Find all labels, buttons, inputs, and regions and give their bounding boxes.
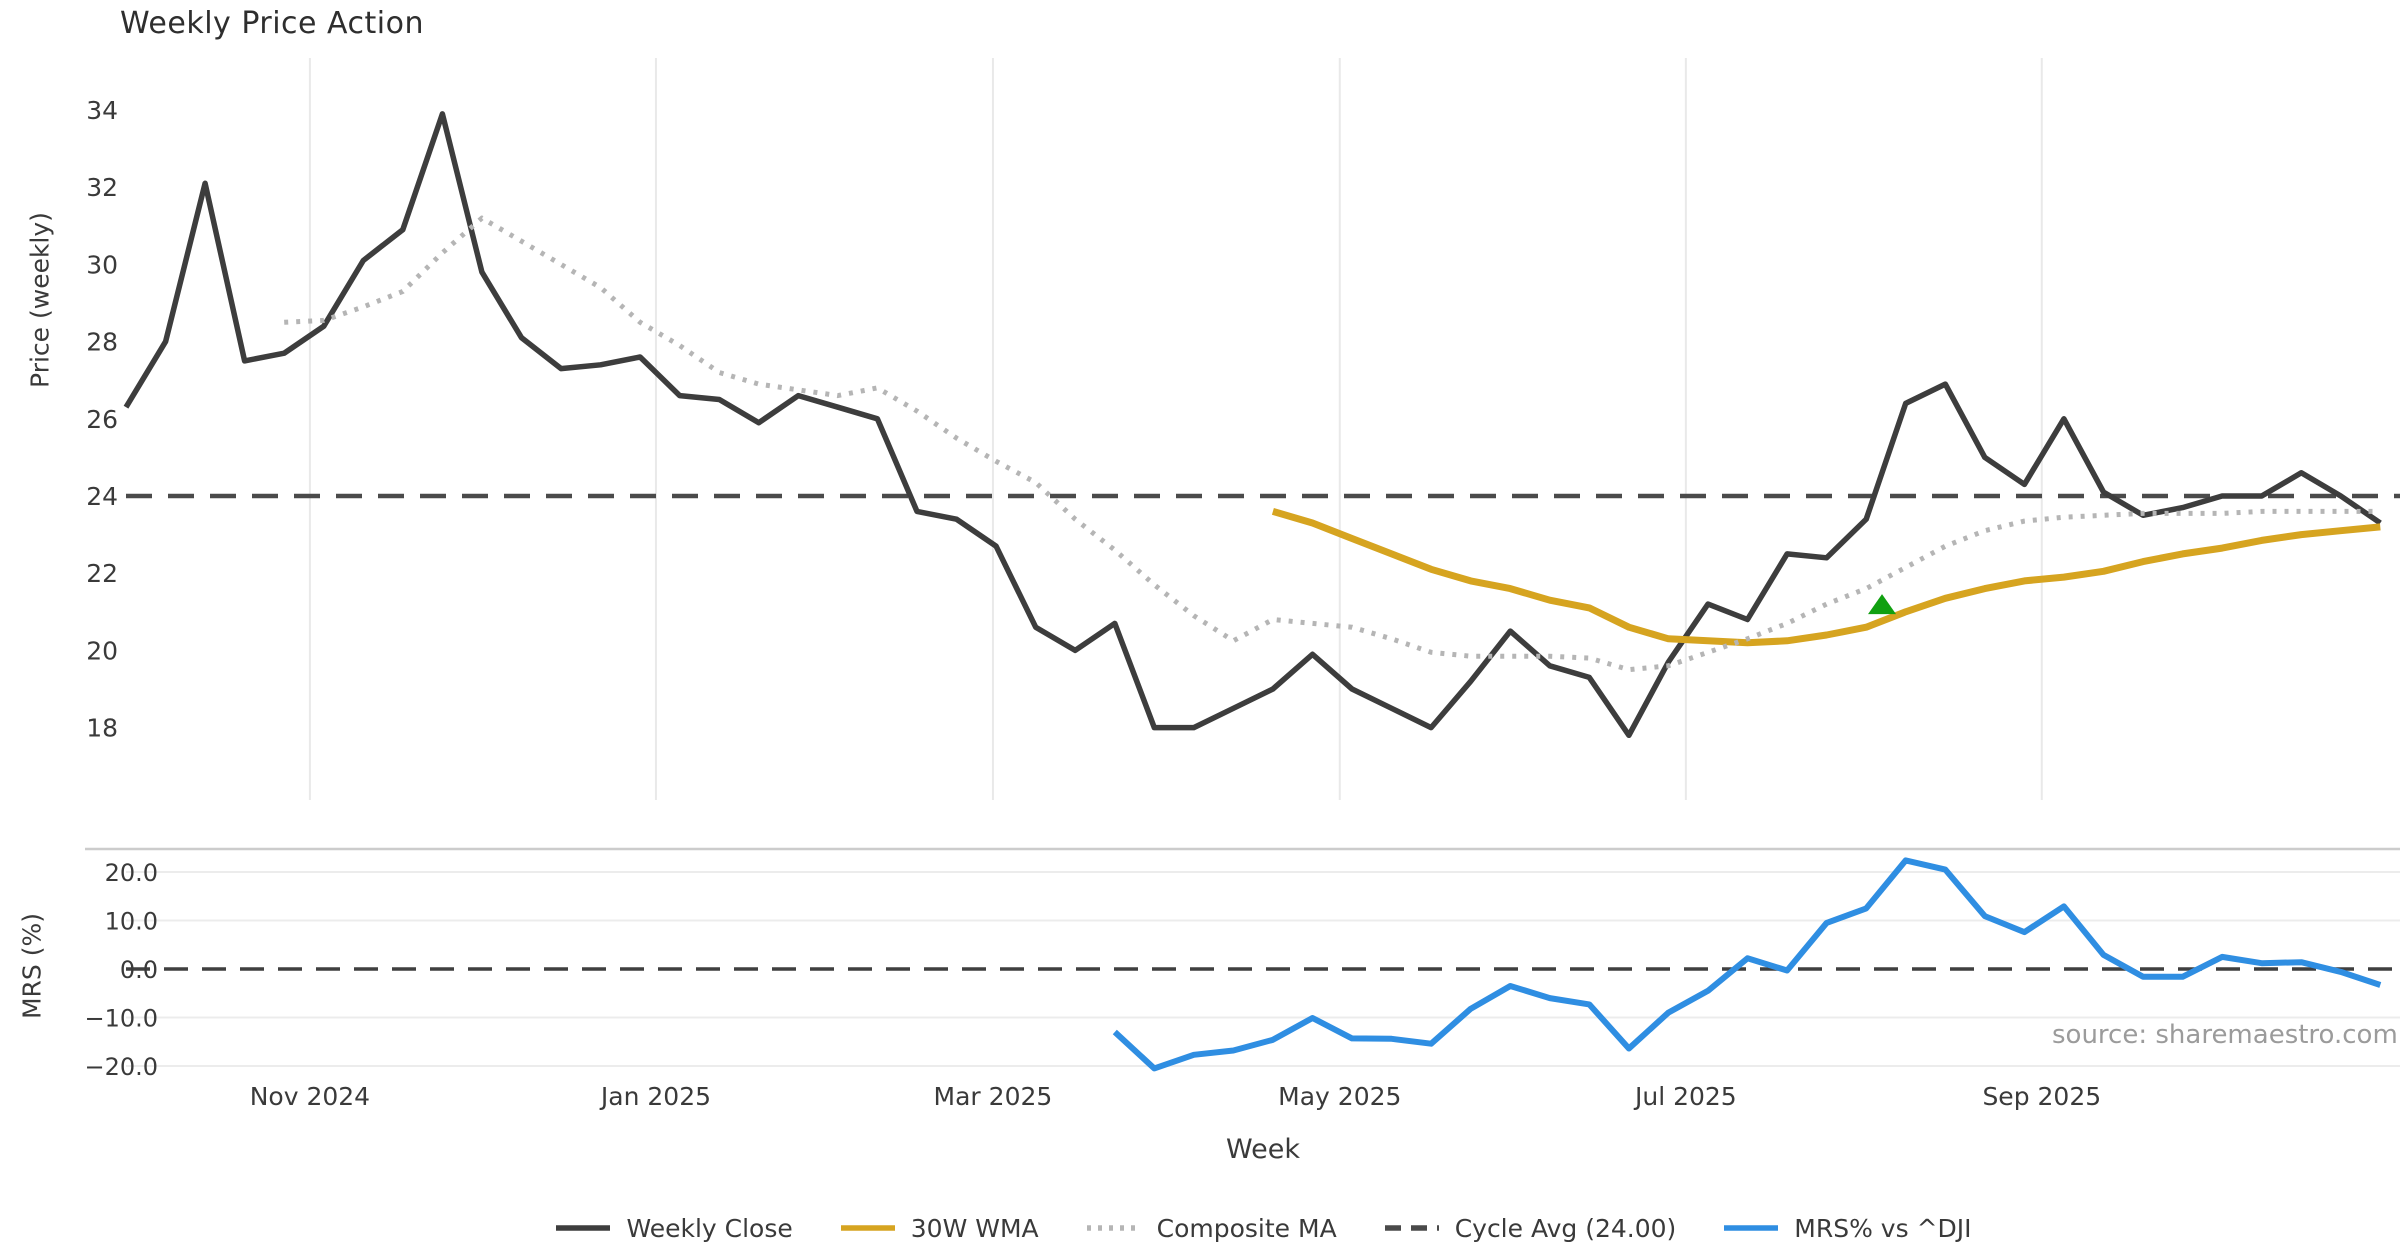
x-tick-label: Nov 2024 [250,1082,370,1111]
legend-swatch [1724,1225,1779,1231]
x-tick-label: Sep 2025 [1982,1082,2101,1111]
series-weekly-close [123,111,2382,739]
price-tick-label: 34 [86,96,118,125]
legend-label: Weekly Close [626,1213,793,1243]
price-tick-label: 30 [86,250,118,279]
legend-item-30w-wma: 30W WMA [839,1214,1039,1243]
price-tick-label: 28 [86,328,118,357]
legend-label: Composite MA [1156,1213,1337,1243]
x-tick-label: Mar 2025 [934,1082,1053,1111]
legend-swatch [1086,1225,1141,1231]
series-composite-ma [284,215,2381,673]
mrs-tick-label: −10.0 [84,1005,158,1033]
legend-item-weekly-close: Weekly Close [554,1213,793,1243]
series-mrs-vs-dji [1112,857,2382,1072]
buy-signal-marker [1868,594,1897,615]
mrs-tick-label: −20.0 [84,1053,158,1081]
price-tick-label: 22 [86,559,118,588]
x-tick-label: May 2025 [1278,1082,1401,1111]
mrs-tick-label: 0.0 [120,956,158,984]
legend-label: Cycle Avg (24.00) [1454,1213,1677,1243]
legend-item-composite-ma: Composite MA [1085,1214,1337,1243]
price-tick-label: 24 [86,482,118,511]
legend-swatch [840,1225,895,1231]
legend-swatch [1384,1225,1439,1231]
source-note: source: sharemaestro.com [2052,1020,2398,1050]
x-tick-label: Jan 2025 [599,1082,711,1111]
series-30w-wma [1271,508,2381,647]
chart-title: Weekly Price Action [120,6,424,41]
mrs-tick-label: 10.0 [105,908,158,936]
price-tick-label: 26 [86,405,118,434]
legend-label: 30W WMA [910,1213,1039,1243]
price-tick-label: 20 [86,636,118,665]
price-tick-label: 32 [86,173,118,202]
legend-item-cycle-avg-24-00-: Cycle Avg (24.00) [1383,1213,1677,1243]
legend-label: MRS% vs ^DJI [1794,1213,1972,1243]
x-axis-label: Week [1226,1134,1300,1165]
mrs-tick-label: 20.0 [105,859,158,887]
legend: Weekly Close 30W WMA Composite MA Cycle Avg… [126,1204,2400,1252]
price-tick-label: 18 [86,714,118,743]
legend-item-mrs-vs-dji: MRS% vs ^DJI [1722,1213,1972,1243]
legend-swatch [556,1225,611,1231]
x-tick-label: Jul 2025 [1633,1082,1737,1111]
